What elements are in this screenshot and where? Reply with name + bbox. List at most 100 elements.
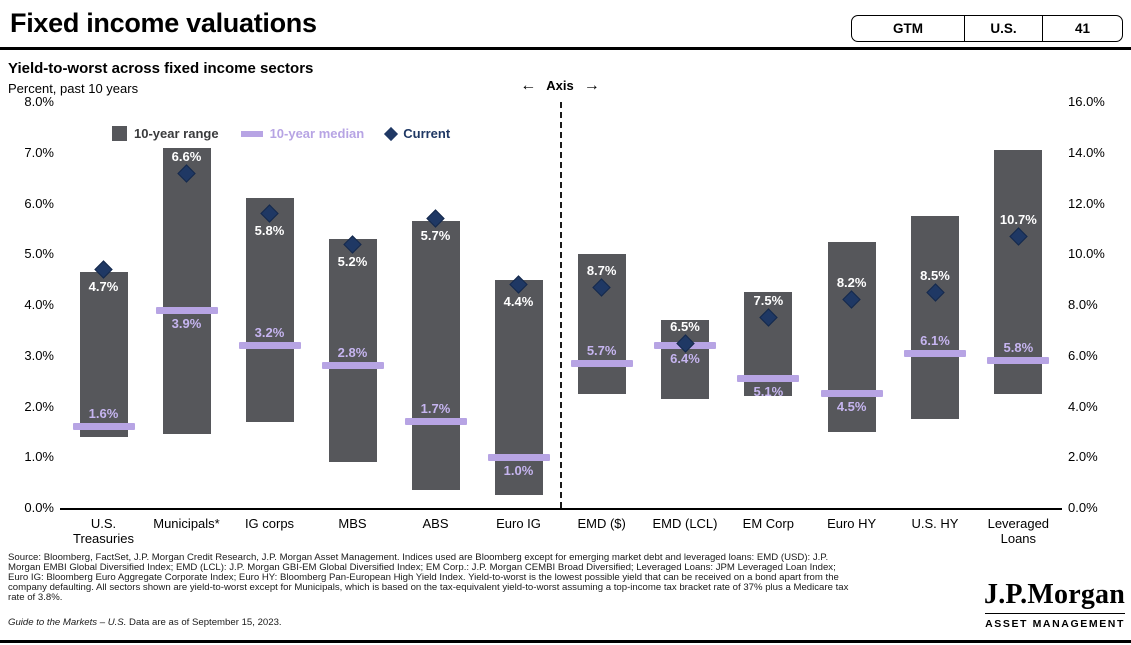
current-value-label: 5.7% — [420, 228, 451, 244]
current-diamond — [842, 290, 861, 310]
y-axis-tick-right: 0.0% — [1068, 500, 1098, 515]
median-value-label: 1.6% — [88, 406, 119, 422]
range-bar — [328, 239, 377, 463]
median-line — [570, 359, 633, 367]
current-value-label: 8.7% — [586, 262, 617, 278]
gtm-date: Data are as of September 15, 2023. — [126, 617, 282, 628]
y-axis-tick-right: 12.0% — [1068, 195, 1105, 211]
median-line-icon — [240, 130, 263, 137]
range-bar — [827, 241, 876, 432]
category-label: EMD ($) — [577, 516, 626, 531]
y-axis-tick-left: 5.0% — [24, 246, 54, 262]
category-label: EM Corp — [742, 516, 794, 531]
median-value-label: 2.8% — [337, 345, 368, 361]
range-bar — [245, 198, 294, 422]
current-diamond — [592, 278, 611, 297]
median-value-label: 5.7% — [586, 342, 617, 358]
median-value-label: 3.2% — [254, 325, 285, 341]
y-axis-tick-left: 4.0% — [24, 297, 54, 312]
bottom-divider — [0, 640, 1131, 643]
y-axis-tick-left: 3.0% — [24, 347, 54, 363]
current-diamond — [675, 333, 695, 353]
legend-item-median: 10-year median — [240, 126, 365, 141]
median-value-label: 6.4% — [670, 351, 700, 367]
range-bar — [79, 272, 128, 437]
range-bar — [577, 254, 626, 394]
legend-median-label: 10-year median — [269, 126, 365, 141]
chart-subtitle: Percent, past 10 years — [8, 81, 139, 96]
current-value-label: 6.5% — [670, 318, 700, 334]
range-bar — [411, 221, 460, 491]
y-axis-tick-left: 8.0% — [24, 94, 54, 109]
page-title: Fixed income valuations — [10, 8, 317, 38]
median-line — [238, 342, 301, 350]
category-label: IG corps — [244, 516, 295, 531]
range-bar — [494, 279, 543, 496]
axis-divider-line — [560, 102, 562, 508]
current-diamond — [177, 163, 196, 183]
legend-item-current: Current — [384, 126, 451, 141]
median-line — [404, 418, 467, 426]
current-diamond — [94, 260, 113, 279]
median-value-label: 4.5% — [836, 399, 867, 415]
gtm-title: Guide to the Markets – U.S. — [8, 617, 127, 628]
category-label: EMD (LCL) — [652, 516, 718, 531]
category-label: Euro HY — [827, 516, 877, 531]
axis-divider-flag: ← Axis → — [480, 77, 640, 94]
asset-management-label: ASSET MANAGEMENT — [985, 613, 1125, 630]
range-swatch-icon — [112, 126, 127, 141]
current-value-label: 8.5% — [920, 267, 950, 283]
y-axis-tick-left: 0.0% — [24, 500, 54, 515]
current-value-label: 10.7% — [999, 211, 1037, 227]
legend-range-label: 10-year range — [134, 126, 219, 141]
y-axis-tick-right: 16.0% — [1068, 94, 1105, 109]
category-label: Euro IG — [496, 516, 541, 531]
current-diamond — [925, 283, 945, 302]
range-bar — [661, 320, 709, 399]
y-axis-tick-left: 1.0% — [24, 449, 54, 465]
chart-legend: 10-year range 10-year median Current — [112, 126, 450, 141]
median-line — [654, 342, 716, 350]
legend-item-range: 10-year range — [112, 126, 219, 141]
badge-gtm-label: GTM — [893, 21, 923, 36]
right-arrow-icon: → — [583, 77, 600, 94]
category-label: Leveraged Loans — [987, 516, 1050, 547]
gtm-badge: GTM U.S. 41 — [851, 15, 1123, 42]
badge-region-label: U.S. — [964, 16, 1042, 41]
range-bar — [744, 292, 793, 397]
range-bar — [911, 216, 959, 420]
y-axis-tick-left: 6.0% — [24, 195, 54, 211]
y-axis-tick-right: 8.0% — [1068, 297, 1098, 312]
range-bar — [994, 150, 1043, 394]
current-value-label: 5.2% — [337, 253, 368, 269]
left-arrow-icon: ← — [520, 77, 537, 94]
median-line — [487, 453, 550, 461]
current-value-label: 5.8% — [254, 223, 285, 239]
median-line — [737, 375, 800, 383]
category-label: U.S. Treasuries — [73, 516, 134, 547]
y-axis-tick-right: 6.0% — [1068, 347, 1098, 363]
median-line — [987, 357, 1050, 365]
jpmorgan-logo: J.P.Morgan ASSET MANAGEMENT — [984, 580, 1125, 632]
median-line — [904, 349, 966, 357]
y-axis-tick-right: 4.0% — [1068, 398, 1098, 414]
legend-current-label: Current — [403, 126, 451, 141]
gtm-attribution: Guide to the Markets – U.S. Data are as … — [8, 617, 850, 628]
category-label: ABS — [422, 516, 449, 531]
y-axis-tick-left: 7.0% — [24, 144, 54, 160]
current-value-label: 7.5% — [753, 293, 784, 309]
median-line — [155, 306, 218, 314]
median-line — [72, 423, 135, 431]
median-value-label: 1.0% — [503, 462, 534, 478]
median-value-label: 1.7% — [420, 401, 451, 417]
current-diamond — [260, 204, 279, 223]
y-axis-tick-right: 10.0% — [1068, 246, 1105, 262]
median-value-label: 5.8% — [1003, 340, 1034, 356]
category-label: Municipals* — [153, 516, 220, 531]
current-value-label: 4.4% — [503, 294, 534, 310]
axis-flag-label: Axis — [546, 78, 574, 93]
y-axis-tick-right: 14.0% — [1068, 144, 1105, 160]
x-axis-line — [60, 508, 1062, 510]
